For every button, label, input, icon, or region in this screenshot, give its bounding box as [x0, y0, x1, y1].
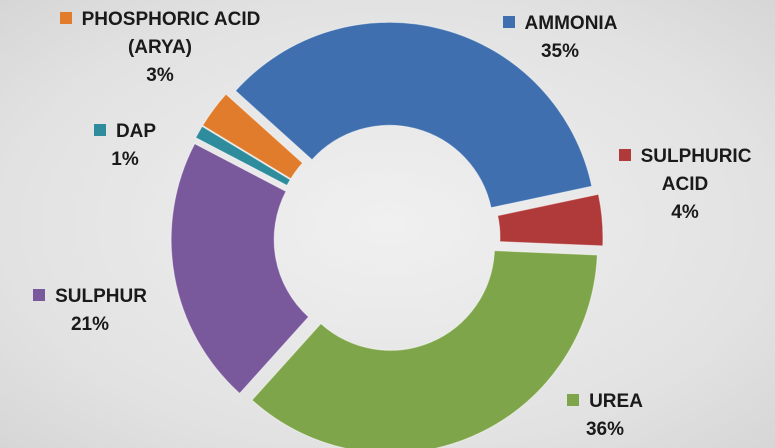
legend-swatch	[502, 16, 515, 28]
legend-swatch	[93, 124, 106, 136]
legend-swatch	[59, 12, 72, 24]
slice-label: DAP 1%	[65, 118, 185, 174]
donut-slice	[202, 93, 304, 180]
category-name: AMMONIA	[524, 13, 618, 34]
slice-label: AMMONIA 35%	[460, 10, 660, 66]
category-name: SULPHURIC ACID	[640, 146, 752, 195]
category-name: PHOSPHORIC ACID (ARYA)	[81, 9, 261, 58]
donut-slice	[497, 193, 604, 247]
legend-swatch	[618, 149, 631, 161]
value-label: 3%	[146, 65, 174, 86]
category-name: DAP	[115, 121, 157, 142]
slice-label: SULPHURIC ACID 4%	[615, 143, 755, 227]
value-label: 4%	[671, 202, 699, 223]
donut-slice	[195, 125, 291, 187]
legend-swatch	[567, 394, 580, 406]
slice-label: PHOSPHORIC ACID (ARYA) 3%	[50, 6, 270, 90]
value-label: 36%	[585, 419, 625, 440]
slice-label: SULPHUR 21%	[10, 283, 170, 339]
category-name: UREA	[589, 391, 643, 412]
legend-swatch	[33, 289, 46, 301]
donut-slice	[170, 143, 310, 395]
value-label: 1%	[111, 149, 139, 170]
donut-slice	[234, 21, 593, 209]
value-label: 35%	[540, 41, 580, 62]
donut-slice	[251, 250, 598, 448]
value-label: 21%	[70, 314, 110, 335]
category-name: SULPHUR	[55, 286, 147, 307]
slice-label: UREA 36%	[535, 388, 675, 444]
